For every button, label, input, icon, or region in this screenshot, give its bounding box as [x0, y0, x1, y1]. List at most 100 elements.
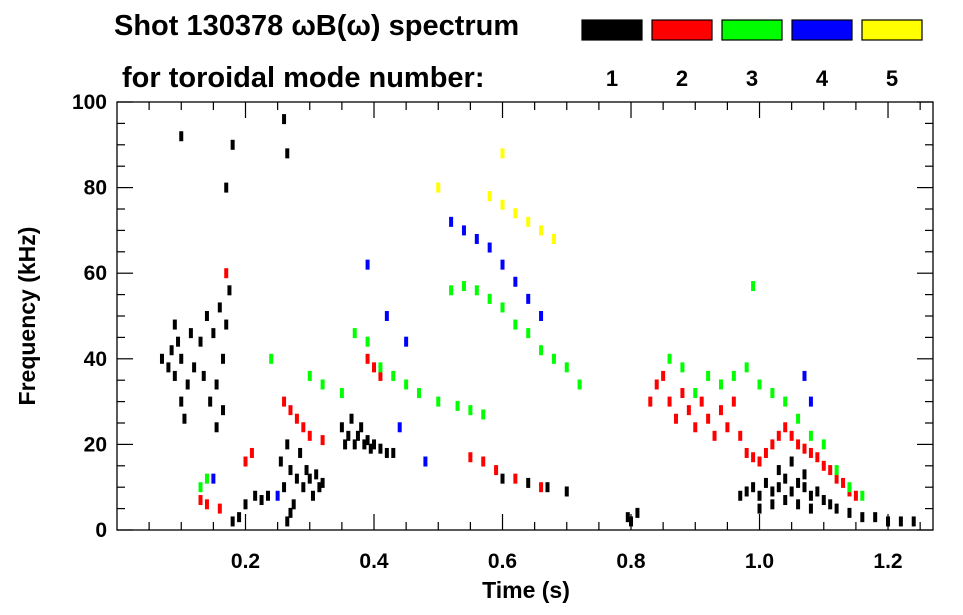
mode-4-point: [397, 422, 402, 433]
mode-2-point: [706, 413, 711, 424]
mode-1-point: [770, 499, 775, 510]
mode-1-point: [166, 362, 171, 373]
mode-2-point: [198, 495, 203, 506]
mode-4-point: [365, 259, 370, 270]
mode-1-point: [339, 422, 344, 433]
mode-1-point: [282, 114, 287, 125]
legend-swatch-mode-1: [581, 19, 643, 41]
mode-1-point: [278, 456, 283, 467]
chart-title-line2: for toroidal mode number:: [122, 62, 485, 94]
mode-1-point: [564, 486, 569, 497]
mode-1-point: [796, 477, 801, 488]
mode-2-point: [853, 490, 858, 501]
mode-1-point: [224, 319, 229, 330]
mode-1-point: [738, 490, 743, 501]
mode-1-point: [365, 435, 370, 446]
mode-1-point: [828, 499, 833, 510]
mode-3-point: [378, 362, 383, 373]
mode-1-point: [545, 482, 550, 493]
mode-1-point: [185, 379, 190, 390]
mode-1-point: [346, 430, 351, 441]
mode-1-point: [359, 422, 364, 433]
y-tick-label: 60: [84, 262, 107, 285]
mode-4-point: [275, 490, 280, 501]
mode-2-point: [841, 477, 846, 488]
x-tick-label: 0.8: [616, 550, 646, 573]
mode-2-point: [802, 443, 807, 454]
mode-legend: 1 2 3 4 5: [581, 19, 923, 91]
mode-1-point: [362, 439, 367, 450]
mode-1-point: [230, 139, 235, 150]
mode-2-point: [294, 413, 299, 424]
mode-2-point: [828, 465, 833, 476]
mode-4-point: [404, 336, 409, 347]
mode-5-point: [551, 233, 556, 244]
mode-2-point: [468, 452, 473, 463]
mode-1-point: [214, 422, 219, 433]
mode-1-point: [847, 507, 852, 518]
x-tick-label: 0.4: [359, 550, 389, 573]
legend-label-mode-1: 1: [606, 66, 618, 91]
mode-2-point: [217, 503, 222, 514]
mode-1-point: [343, 439, 348, 450]
mode-3-point: [808, 430, 813, 441]
mode-3-point: [198, 482, 203, 493]
mode-2-point: [494, 465, 499, 476]
mode-2-point: [796, 439, 801, 450]
x-tick-label: 1.2: [873, 550, 902, 573]
mode-1-point: [304, 465, 309, 476]
mode-3-point: [307, 370, 312, 381]
mode-1-point: [172, 370, 177, 381]
mode-3-point: [834, 465, 839, 476]
plot-frame: [116, 101, 934, 531]
mode-1-point: [243, 499, 248, 510]
mode-2-point: [539, 482, 544, 493]
mode-4-point: [513, 276, 518, 287]
mode-1-point: [221, 405, 226, 416]
mode-1-point: [182, 413, 187, 424]
mode-1-point: [860, 512, 865, 523]
mode-1-point: [294, 473, 299, 484]
y-tick-label: 0: [95, 519, 107, 542]
mode-3-point: [847, 482, 852, 493]
mode-1-point: [372, 439, 377, 450]
mode-1-point: [757, 490, 762, 501]
mode-2-point: [776, 430, 781, 441]
mode-1-point: [802, 469, 807, 480]
mode-1-point: [911, 516, 916, 527]
mode-2-point: [718, 405, 723, 416]
mode-1-point: [159, 353, 164, 364]
y-tick-label: 40: [84, 348, 107, 371]
y-tick-label: 100: [72, 91, 107, 114]
mode-1-point: [214, 379, 219, 390]
mode-1-point: [237, 512, 242, 523]
mode-3-point: [436, 396, 441, 407]
mode-4-point: [474, 233, 479, 244]
mode-1-point: [298, 447, 303, 458]
mode-3-point: [770, 388, 775, 399]
mode-2-point: [770, 439, 775, 450]
y-axis: 0 20 40 60 80 100: [72, 91, 933, 542]
mode-3-point: [706, 370, 711, 381]
mode-1-point: [285, 439, 290, 450]
mode-1-point: [789, 456, 794, 467]
mode-1-point: [625, 512, 630, 523]
mode-1-point: [259, 495, 264, 506]
mode-3-point: [204, 473, 209, 484]
mode-3-point: [500, 302, 505, 313]
mode-1-point: [500, 473, 505, 484]
mode-2-point: [751, 452, 756, 463]
mode-1-point: [217, 302, 222, 313]
mode-2-point: [320, 435, 325, 446]
mode-1-point: [368, 443, 373, 454]
mode-2-point: [673, 413, 678, 424]
mode-3-point: [468, 405, 473, 416]
mode-3-point: [487, 293, 492, 304]
mode-1-point: [757, 503, 762, 514]
mode-1-point: [179, 353, 184, 364]
mode-1-point: [808, 503, 813, 514]
y-tick-label: 80: [84, 177, 107, 200]
chart-title-line1: Shot 130378 ωB(ω) spectrum: [114, 10, 519, 42]
mode-2-point: [654, 379, 659, 390]
mode-4-point: [461, 225, 466, 236]
